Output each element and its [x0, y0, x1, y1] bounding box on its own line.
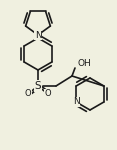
Text: OH: OH	[77, 60, 91, 69]
Text: S: S	[35, 81, 41, 91]
Text: N: N	[73, 98, 80, 106]
Text: O: O	[25, 90, 31, 99]
Text: N: N	[35, 30, 41, 39]
Text: O: O	[45, 90, 51, 99]
